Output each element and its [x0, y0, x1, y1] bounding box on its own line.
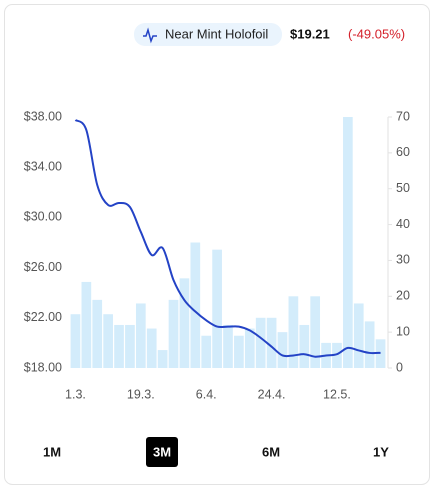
variant-pill[interactable]: [134, 23, 282, 46]
y2-tick-label: 40: [396, 217, 410, 231]
volume-bar: [266, 317, 277, 368]
volume-bar: [212, 249, 222, 368]
line-icon: [143, 27, 157, 44]
volume-bar: [157, 350, 168, 368]
range-button[interactable]: 1Y: [373, 444, 389, 459]
y2-tick-label: 50: [396, 181, 410, 195]
y2-tick-label: 20: [396, 289, 410, 303]
y2-tick-label: 10: [396, 324, 410, 338]
y-tick-label: $30.00: [24, 210, 62, 224]
volume-bar: [223, 324, 233, 368]
volume-bar: [277, 332, 288, 368]
x-tick-label: 6.4.: [196, 387, 217, 401]
x-tick-label: 19.3.: [127, 387, 155, 401]
x-tick-label: 12.5.: [323, 387, 351, 401]
volume-bar: [135, 303, 146, 368]
volume-bar: [190, 242, 201, 368]
range-button-active-bg[interactable]: [146, 437, 178, 467]
y2-tick-label: 30: [396, 253, 410, 267]
y-tick-label: $26.00: [24, 260, 62, 274]
volume-bar: [81, 281, 92, 368]
y-tick-label: $34.00: [24, 159, 62, 173]
x-tick-label: 1.3.: [65, 387, 86, 401]
x-tick-label: 24.4.: [258, 387, 286, 401]
range-button[interactable]: 3M: [153, 444, 171, 459]
volume-bar: [234, 335, 244, 368]
price: $19.21: [290, 26, 330, 41]
volume-bar: [332, 342, 342, 368]
volume-bar: [92, 299, 103, 368]
volume-bar: [146, 328, 157, 368]
range-button[interactable]: 6M: [262, 444, 280, 459]
y2-tick-label: 0: [396, 360, 403, 374]
volume-bar: [201, 335, 212, 368]
volume-bar: [114, 324, 124, 368]
volume-bar: [364, 321, 375, 368]
y-tick-label: $22.00: [24, 310, 62, 324]
volume-bar: [310, 296, 321, 368]
variant-name: Near Mint Holofoil: [165, 26, 268, 41]
volume-bar: [353, 303, 364, 368]
card: [4, 4, 430, 485]
volume-bar: [255, 317, 266, 368]
y2-tick-label: 70: [396, 109, 410, 123]
volume-bar: [244, 328, 255, 368]
price-change: (-49.05%): [348, 26, 405, 41]
y-tick-label: $38.00: [24, 109, 62, 123]
volume-bar: [70, 314, 81, 368]
volume-bar: [179, 278, 190, 368]
volume-bar: [168, 299, 179, 368]
y-tick-label: $18.00: [24, 360, 62, 374]
volume-bar: [299, 324, 310, 368]
volume-bar: [125, 324, 135, 368]
volume-bar: [288, 296, 299, 368]
price-line: [74, 119, 381, 358]
y2-tick-label: 60: [396, 145, 410, 159]
range-button[interactable]: 1M: [43, 444, 61, 459]
volume-bar: [343, 117, 353, 368]
volume-bar: [103, 314, 113, 368]
